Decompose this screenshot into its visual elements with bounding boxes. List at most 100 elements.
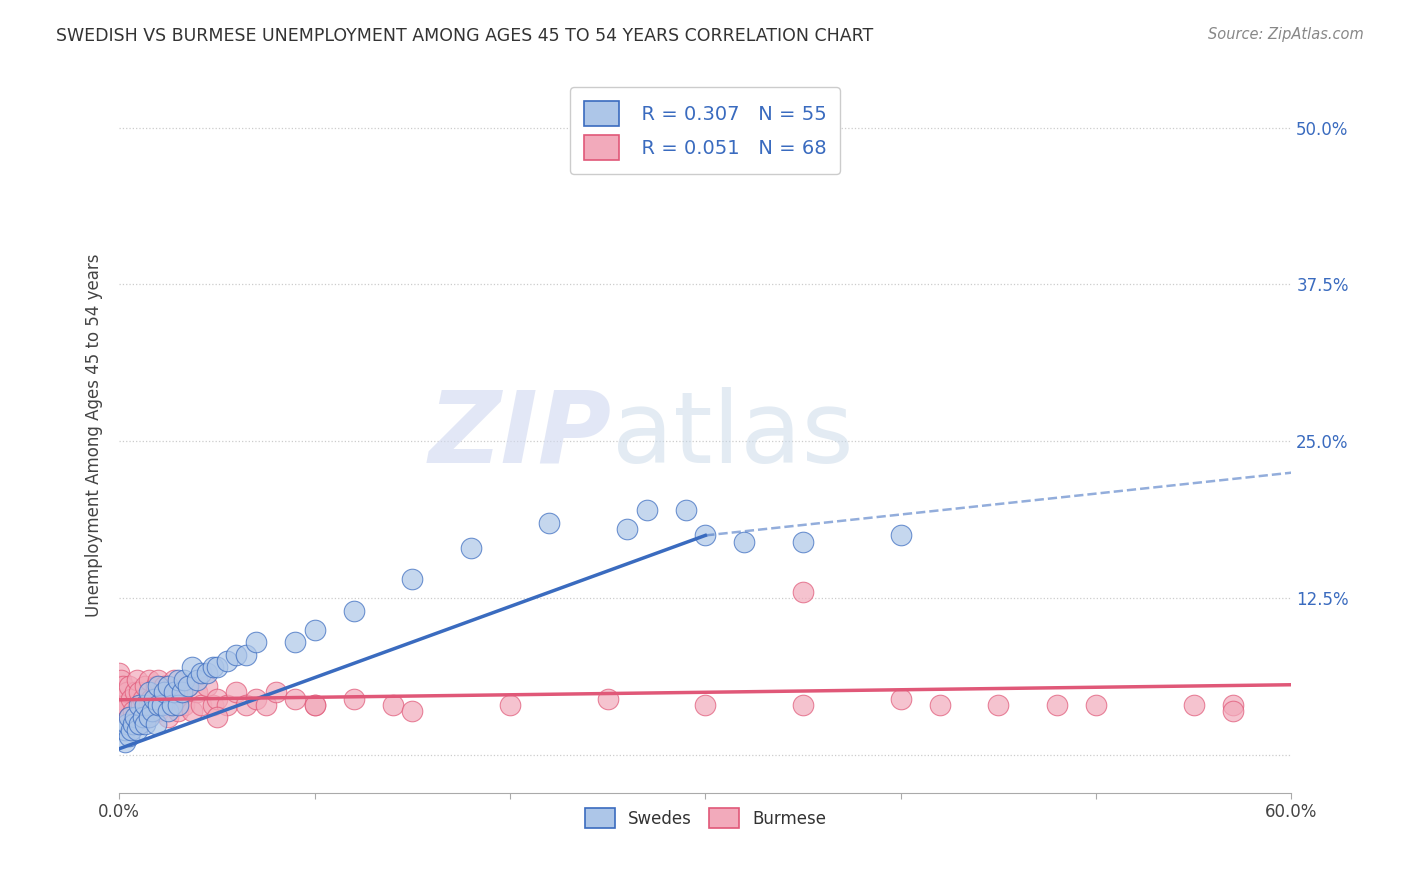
- Point: [254, 698, 277, 712]
- Point: [114, 735, 136, 749]
- Point: [195, 666, 218, 681]
- Point: [1046, 698, 1069, 712]
- Point: [128, 716, 150, 731]
- Point: [145, 716, 167, 731]
- Point: [167, 698, 190, 712]
- Point: [205, 660, 228, 674]
- Point: [108, 698, 131, 712]
- Point: [616, 522, 638, 536]
- Point: [143, 691, 166, 706]
- Point: [176, 679, 198, 693]
- Point: [125, 673, 148, 687]
- Point: [138, 685, 160, 699]
- Point: [284, 635, 307, 649]
- Point: [401, 572, 423, 586]
- Legend: Swedes, Burmese: Swedes, Burmese: [578, 802, 832, 834]
- Point: [124, 685, 146, 699]
- Point: [122, 704, 145, 718]
- Point: [225, 685, 247, 699]
- Point: [1085, 698, 1108, 712]
- Point: [173, 698, 195, 712]
- Point: [118, 679, 141, 693]
- Point: [118, 710, 141, 724]
- Point: [190, 698, 212, 712]
- Point: [143, 704, 166, 718]
- Point: [235, 698, 257, 712]
- Point: [695, 698, 717, 712]
- Point: [1182, 698, 1205, 712]
- Point: [205, 710, 228, 724]
- Point: [128, 685, 150, 699]
- Point: [115, 716, 138, 731]
- Point: [112, 704, 135, 718]
- Point: [157, 679, 180, 693]
- Point: [153, 679, 176, 693]
- Point: [124, 710, 146, 724]
- Point: [132, 710, 155, 724]
- Point: [120, 691, 142, 706]
- Point: [792, 698, 814, 712]
- Point: [1222, 698, 1244, 712]
- Point: [596, 691, 619, 706]
- Point: [381, 698, 404, 712]
- Point: [537, 516, 560, 530]
- Text: SWEDISH VS BURMESE UNEMPLOYMENT AMONG AGES 45 TO 54 YEARS CORRELATION CHART: SWEDISH VS BURMESE UNEMPLOYMENT AMONG AG…: [56, 27, 873, 45]
- Text: Source: ZipAtlas.com: Source: ZipAtlas.com: [1208, 27, 1364, 42]
- Point: [125, 723, 148, 737]
- Point: [284, 691, 307, 706]
- Point: [141, 704, 163, 718]
- Point: [148, 679, 170, 693]
- Point: [636, 120, 658, 135]
- Point: [135, 710, 157, 724]
- Point: [120, 723, 142, 737]
- Point: [138, 673, 160, 687]
- Point: [343, 691, 366, 706]
- Point: [153, 685, 176, 699]
- Point: [695, 528, 717, 542]
- Point: [792, 585, 814, 599]
- Point: [890, 528, 912, 542]
- Point: [636, 503, 658, 517]
- Point: [115, 685, 138, 699]
- Point: [205, 691, 228, 706]
- Point: [245, 691, 267, 706]
- Point: [235, 648, 257, 662]
- Point: [202, 660, 225, 674]
- Point: [134, 679, 156, 693]
- Point: [163, 673, 186, 687]
- Point: [118, 729, 141, 743]
- Point: [167, 704, 190, 718]
- Point: [157, 704, 180, 718]
- Point: [890, 691, 912, 706]
- Point: [401, 704, 423, 718]
- Point: [675, 503, 697, 517]
- Y-axis label: Unemployment Among Ages 45 to 54 years: Unemployment Among Ages 45 to 54 years: [86, 253, 103, 616]
- Point: [180, 704, 202, 718]
- Point: [148, 673, 170, 687]
- Point: [245, 635, 267, 649]
- Point: [157, 679, 180, 693]
- Point: [225, 648, 247, 662]
- Point: [139, 691, 162, 706]
- Point: [304, 698, 326, 712]
- Point: [186, 685, 208, 699]
- Point: [108, 679, 131, 693]
- Point: [122, 716, 145, 731]
- Point: [176, 679, 198, 693]
- Point: [304, 623, 326, 637]
- Point: [170, 685, 193, 699]
- Point: [215, 698, 238, 712]
- Point: [180, 660, 202, 674]
- Point: [138, 710, 160, 724]
- Point: [928, 698, 950, 712]
- Point: [733, 534, 755, 549]
- Point: [190, 666, 212, 681]
- Point: [150, 698, 173, 712]
- Point: [118, 710, 141, 724]
- Point: [110, 673, 132, 687]
- Point: [110, 691, 132, 706]
- Point: [195, 679, 218, 693]
- Point: [343, 604, 366, 618]
- Point: [134, 716, 156, 731]
- Point: [167, 673, 190, 687]
